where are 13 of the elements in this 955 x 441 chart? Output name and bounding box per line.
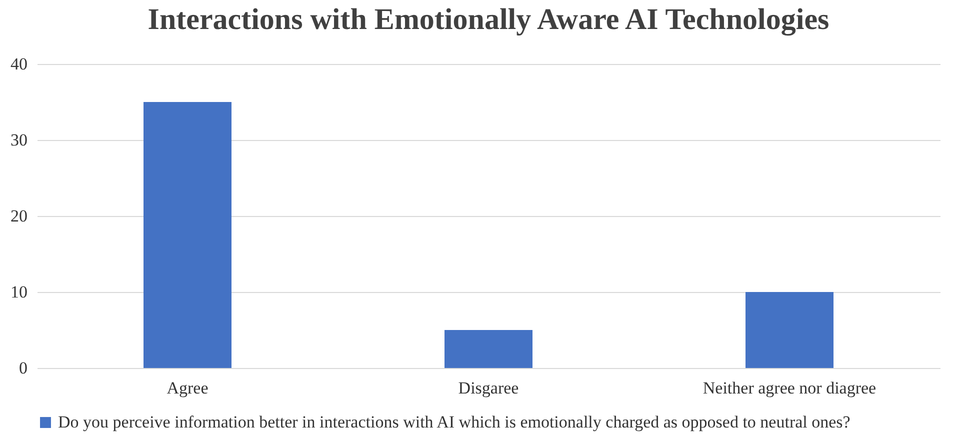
legend-label: Do you perceive information better in interactions with AI which is emotionally charged as opposed to neutral ones?: [58, 412, 850, 432]
bar: [444, 330, 532, 368]
x-tick-label: Disgaree: [458, 378, 519, 398]
x-tick-label: Agree: [166, 378, 208, 398]
bar: [746, 292, 834, 368]
bar: [144, 102, 232, 368]
chart-title: Interactions with Emotionally Aware AI Technologies: [148, 3, 830, 36]
y-tick-label: 0: [19, 358, 28, 378]
x-tick-label: Neither agree nor diagree: [702, 378, 876, 398]
y-tick-label: 40: [10, 54, 28, 74]
y-tick-label: 30: [10, 130, 28, 150]
y-tick-label: 20: [10, 206, 28, 226]
y-tick-label: 10: [10, 282, 28, 302]
